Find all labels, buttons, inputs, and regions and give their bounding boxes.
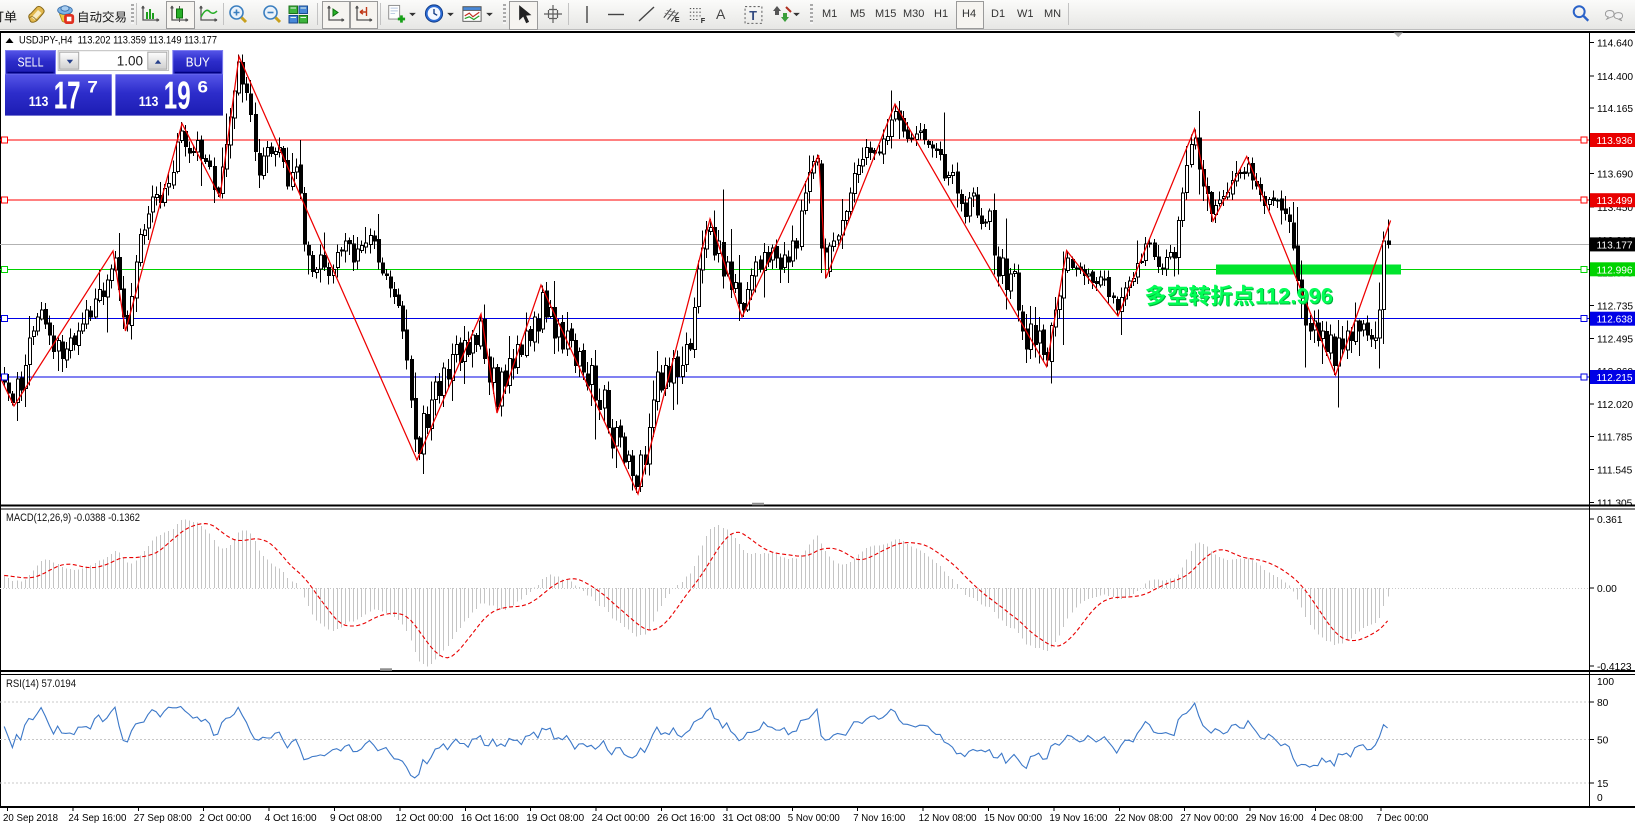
svg-text:112.638: 112.638 xyxy=(1597,315,1633,326)
svg-text:6: 6 xyxy=(198,79,209,97)
svg-text:19 Oct 08:00: 19 Oct 08:00 xyxy=(526,813,584,824)
svg-text:111.785: 111.785 xyxy=(1597,432,1633,443)
svg-text:-0.4123: -0.4123 xyxy=(1597,662,1632,673)
svg-text:RSI(14) 57.0194: RSI(14) 57.0194 xyxy=(6,678,76,690)
svg-text:112.215: 112.215 xyxy=(1597,373,1633,384)
svg-text:F: F xyxy=(701,16,706,25)
svg-text:113: 113 xyxy=(139,94,159,109)
svg-text:0.00: 0.00 xyxy=(1597,584,1617,595)
svg-text:24 Sep 16:00: 24 Sep 16:00 xyxy=(68,813,126,824)
svg-text:112.996: 112.996 xyxy=(1597,265,1633,276)
svg-text:12 Nov 08:00: 12 Nov 08:00 xyxy=(919,813,977,824)
svg-text:112.735: 112.735 xyxy=(1597,301,1633,312)
svg-text:4 Oct 16:00: 4 Oct 16:00 xyxy=(265,813,317,824)
svg-text:27 Nov 00:00: 27 Nov 00:00 xyxy=(1180,813,1238,824)
svg-text:E: E xyxy=(675,15,680,24)
svg-text:7 Nov 16:00: 7 Nov 16:00 xyxy=(853,813,905,824)
svg-text:19: 19 xyxy=(164,75,191,118)
svg-text:113.499: 113.499 xyxy=(1597,196,1633,207)
svg-text:111.305: 111.305 xyxy=(1597,499,1633,510)
svg-text:9 Oct 08:00: 9 Oct 08:00 xyxy=(330,813,382,824)
svg-text:17: 17 xyxy=(54,75,81,118)
svg-text:114.400: 114.400 xyxy=(1597,72,1633,83)
svg-text:31 Oct 08:00: 31 Oct 08:00 xyxy=(722,813,780,824)
svg-text:2 Oct 00:00: 2 Oct 00:00 xyxy=(199,813,251,824)
svg-text:50: 50 xyxy=(1597,736,1609,747)
svg-text:22 Nov 08:00: 22 Nov 08:00 xyxy=(1115,813,1173,824)
svg-text:SELL: SELL xyxy=(18,55,44,69)
svg-text:29 Nov 16:00: 29 Nov 16:00 xyxy=(1246,813,1304,824)
svg-text:113.936: 113.936 xyxy=(1597,136,1633,147)
svg-text:5 Nov 00:00: 5 Nov 00:00 xyxy=(788,813,840,824)
svg-text:26 Oct 16:00: 26 Oct 16:00 xyxy=(657,813,715,824)
svg-text:0: 0 xyxy=(1597,793,1603,804)
svg-text:113: 113 xyxy=(29,94,49,109)
svg-text:15 Nov 00:00: 15 Nov 00:00 xyxy=(984,813,1042,824)
svg-text:20 Sep 2018: 20 Sep 2018 xyxy=(3,813,58,824)
svg-text:16 Oct 16:00: 16 Oct 16:00 xyxy=(461,813,519,824)
svg-text:0.361: 0.361 xyxy=(1597,515,1623,526)
svg-text:114.165: 114.165 xyxy=(1597,104,1633,115)
svg-text:1.00: 1.00 xyxy=(117,54,143,69)
svg-text:15: 15 xyxy=(1597,779,1609,790)
svg-text:112.020: 112.020 xyxy=(1597,400,1633,411)
svg-text:100: 100 xyxy=(1597,677,1614,688)
svg-text:19 Nov 16:00: 19 Nov 16:00 xyxy=(1049,813,1107,824)
svg-text:7 Dec 00:00: 7 Dec 00:00 xyxy=(1376,813,1428,824)
svg-text:USDJPY-,H4 113.202 113.359 11: USDJPY-,H4 113.202 113.359 113.149 113.1… xyxy=(19,35,217,47)
svg-text:BUY: BUY xyxy=(186,55,211,69)
svg-text:80: 80 xyxy=(1597,698,1609,709)
svg-text:12 Oct 00:00: 12 Oct 00:00 xyxy=(395,813,453,824)
svg-text:7: 7 xyxy=(87,79,98,97)
svg-text:T: T xyxy=(749,9,757,23)
svg-text:113.177: 113.177 xyxy=(1597,240,1633,251)
svg-text:111.545: 111.545 xyxy=(1597,466,1633,477)
svg-text:27 Sep 08:00: 27 Sep 08:00 xyxy=(134,813,192,824)
svg-text:113.690: 113.690 xyxy=(1597,170,1633,181)
svg-text:113.450: 113.450 xyxy=(1597,203,1633,214)
svg-text:112.996: 112.996 xyxy=(1255,284,1333,309)
svg-text:112.495: 112.495 xyxy=(1597,335,1633,346)
svg-text:114.640: 114.640 xyxy=(1597,39,1633,50)
svg-text:24 Oct 00:00: 24 Oct 00:00 xyxy=(592,813,650,824)
svg-text:MACD(12,26,9) -0.0388 -0.1362: MACD(12,26,9) -0.0388 -0.1362 xyxy=(6,512,140,524)
svg-text:4 Dec 08:00: 4 Dec 08:00 xyxy=(1311,813,1363,824)
